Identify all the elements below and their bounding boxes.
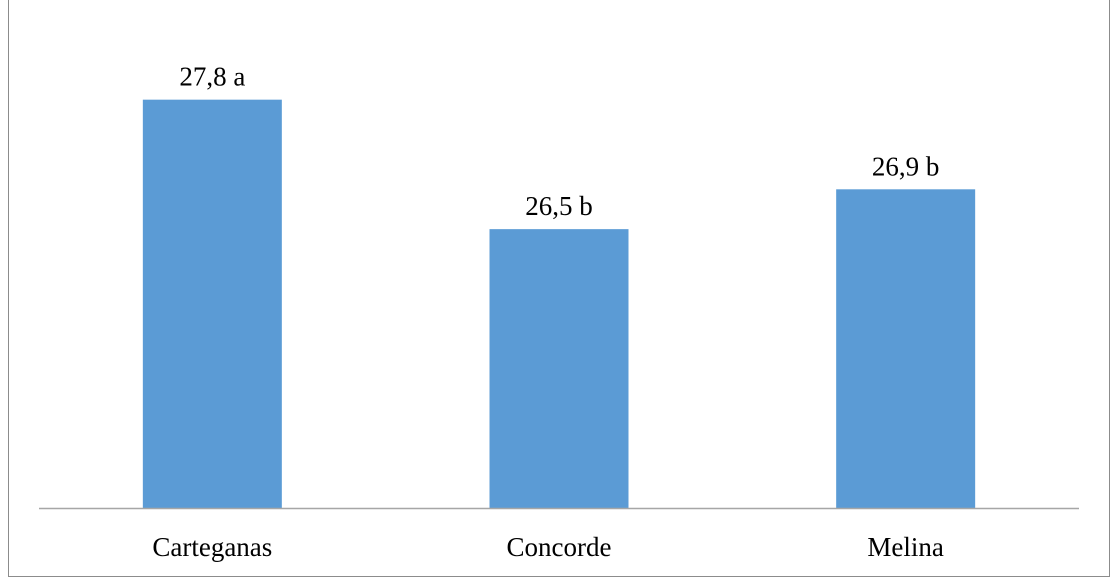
data-label-concorde: 26,5 b <box>525 191 593 221</box>
category-label-concorde: Concorde <box>507 532 612 562</box>
category-label-melina: Melina <box>867 532 943 562</box>
bar-chart: 27,8 a 26,5 b 26,9 b Carteganas Concorde Mel… <box>39 62 1079 562</box>
data-label-carteganas: 27,8 a <box>179 62 245 92</box>
category-label-carteganas: Carteganas <box>152 532 272 562</box>
data-labels-layer: 27,8 a 26,5 b 26,9 b <box>179 62 939 221</box>
chart-frame: 27,8 a 26,5 b 26,9 b Carteganas Concorde Mel… <box>8 0 1110 577</box>
bar-melina <box>836 189 976 508</box>
bar-carteganas <box>142 99 282 509</box>
bar-concorde <box>489 229 629 508</box>
category-labels-layer: Carteganas Concorde Melina <box>152 532 944 562</box>
data-label-melina: 26,9 b <box>872 151 940 181</box>
bars-layer <box>142 99 976 509</box>
